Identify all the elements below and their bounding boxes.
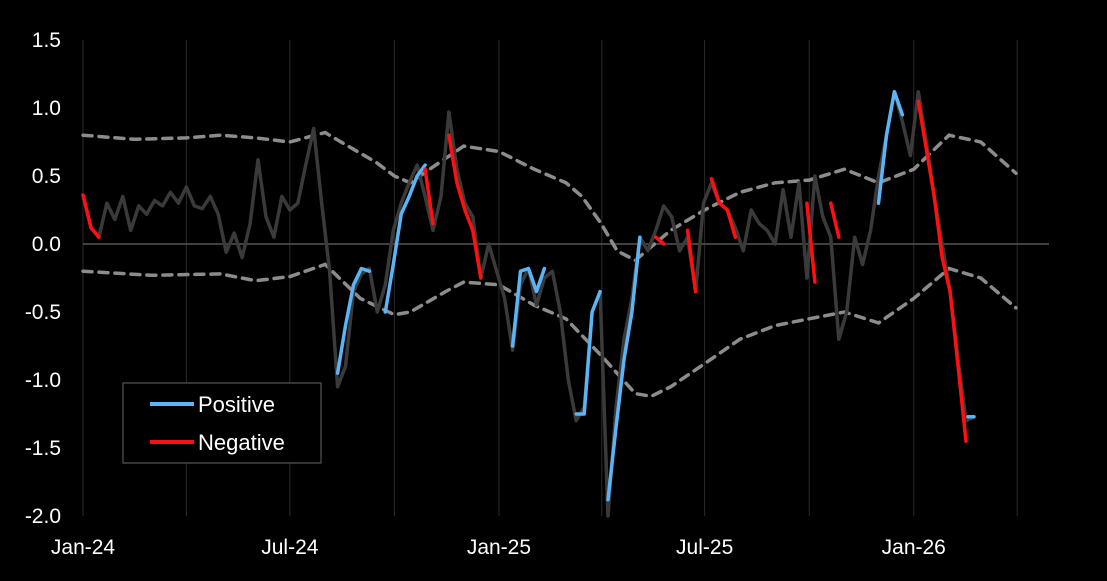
positive-segment-1 xyxy=(383,163,427,314)
negative-segments xyxy=(81,99,968,443)
legend-label-positive: Positive xyxy=(198,392,275,417)
negative-segment-5 xyxy=(709,176,738,239)
positive-segment-5 xyxy=(876,89,905,205)
band-line-upper xyxy=(81,130,1018,263)
x-axis-ticks: Jan-24 Jul-24 Jan-25 Jul-25 Jan-26 xyxy=(51,536,946,559)
y-tick-label: 0.0 xyxy=(32,233,61,256)
y-axis-ticks: 1.5 1.0 0.5 0.0 -0.5 -1.0 -1.5 -2.0 xyxy=(25,29,61,528)
x-tick-label: Jul-24 xyxy=(261,536,319,559)
y-tick-label: 0.5 xyxy=(32,165,61,188)
positive-segment-4 xyxy=(606,235,642,502)
band-lines xyxy=(81,130,1018,399)
y-tick-label: 1.5 xyxy=(32,29,61,52)
y-tick-label: -2.0 xyxy=(25,505,61,528)
positive-segment-3 xyxy=(574,289,602,416)
negative-segment-0 xyxy=(81,193,101,239)
y-tick-label: -0.5 xyxy=(25,301,61,324)
x-tick-label: Jul-25 xyxy=(676,536,733,559)
positive-segments xyxy=(335,89,976,502)
positive-segment-0 xyxy=(335,266,372,375)
negative-segment-7 xyxy=(829,201,841,239)
negative-segment-4 xyxy=(685,228,698,294)
positive-segment-2 xyxy=(510,266,547,348)
band-line-lower xyxy=(81,262,1018,399)
x-tick-label: Jan-26 xyxy=(882,536,946,559)
negative-segment-2 xyxy=(447,133,483,280)
legend: Positive Negative xyxy=(122,382,322,464)
y-tick-label: -1.5 xyxy=(25,437,61,460)
negative-segment-8 xyxy=(916,99,968,443)
legend-box xyxy=(122,382,322,464)
x-tick-label: Jan-25 xyxy=(467,536,531,559)
negative-segment-6 xyxy=(805,201,817,284)
legend-label-negative: Negative xyxy=(198,430,285,455)
negative-segment-1 xyxy=(423,167,435,226)
x-tick-label: Jan-24 xyxy=(51,536,116,559)
y-tick-label: 1.0 xyxy=(32,97,61,120)
y-tick-label: -1.0 xyxy=(25,369,61,392)
negative-segment-3 xyxy=(654,235,666,246)
